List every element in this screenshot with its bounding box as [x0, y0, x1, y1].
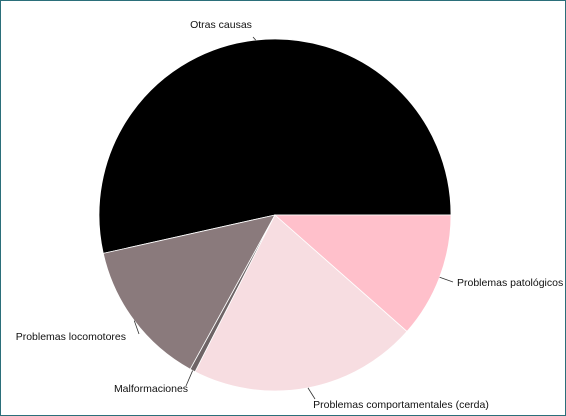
slice-label-4: Problemas patológicos	[457, 277, 563, 289]
pie-slices	[98, 38, 452, 392]
leader-line-3	[307, 387, 316, 400]
slice-label-1: Problemas locomotores	[16, 331, 126, 343]
leader-line-4	[439, 276, 454, 283]
slice-label-0: Otras causas	[190, 19, 252, 31]
pie-slice-problemas-patol-gicos	[273, 214, 452, 332]
leader-line-2	[185, 370, 194, 387]
leader-line-0	[252, 36, 256, 41]
slice-label-3: Problemas comportamentales (cerda)	[313, 399, 489, 411]
pie-labels: Otras causas Problemas locomotores Malform…	[16, 19, 564, 411]
slice-label-2: Malformaciones	[114, 383, 188, 395]
leader-line-1	[133, 320, 140, 335]
